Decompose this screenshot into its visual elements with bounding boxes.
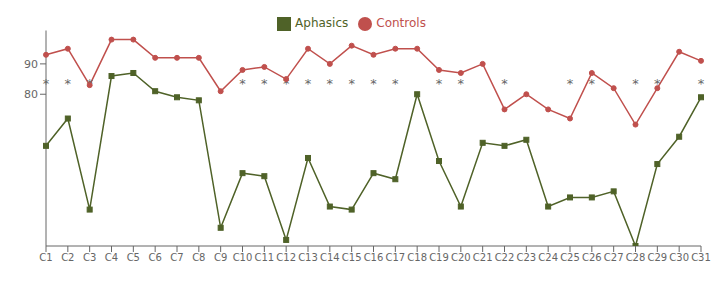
svg-text:*: *: [567, 76, 574, 91]
svg-text:C3: C3: [83, 252, 96, 263]
svg-text:C13: C13: [298, 252, 318, 263]
svg-text:C15: C15: [342, 252, 362, 263]
svg-text:*: *: [305, 76, 312, 91]
svg-text:C21: C21: [473, 252, 493, 263]
svg-text:C29: C29: [647, 252, 667, 263]
svg-text:*: *: [501, 76, 508, 91]
svg-text:C8: C8: [192, 252, 205, 263]
svg-text:*: *: [436, 76, 443, 91]
svg-text:C30: C30: [669, 252, 689, 263]
svg-text:*: *: [392, 76, 399, 91]
svg-text:80: 80: [24, 88, 38, 101]
svg-text:C7: C7: [170, 252, 183, 263]
svg-text:C5: C5: [127, 252, 140, 263]
svg-text:C24: C24: [538, 252, 558, 263]
svg-text:*: *: [632, 76, 639, 91]
svg-text:C23: C23: [516, 252, 536, 263]
svg-text:*: *: [458, 76, 465, 91]
svg-text:C11: C11: [254, 252, 274, 263]
svg-text:C4: C4: [105, 252, 118, 263]
svg-text:*: *: [370, 76, 377, 91]
svg-text:C1: C1: [39, 252, 52, 263]
svg-text:C2: C2: [61, 252, 74, 263]
svg-text:*: *: [65, 76, 72, 91]
svg-text:C9: C9: [214, 252, 227, 263]
svg-text:C26: C26: [582, 252, 602, 263]
svg-text:*: *: [86, 76, 93, 91]
svg-text:C12: C12: [276, 252, 296, 263]
html-text:Aphasics: Aphasics: [295, 16, 349, 30]
svg-text:C14: C14: [320, 252, 340, 263]
svg-text:C17: C17: [385, 252, 405, 263]
svg-text:90: 90: [24, 58, 38, 71]
svg-text:*: *: [43, 76, 50, 91]
svg-text:C20: C20: [451, 252, 471, 263]
html-text:Controls: Controls: [376, 16, 426, 30]
svg-text:*: *: [654, 76, 661, 91]
svg-text:C27: C27: [604, 252, 624, 263]
svg-text:*: *: [327, 76, 334, 91]
svg-text:*: *: [261, 76, 268, 91]
svg-text:C28: C28: [626, 252, 646, 263]
svg-text:C6: C6: [148, 252, 161, 263]
svg-text:C22: C22: [495, 252, 515, 263]
svg-text:C25: C25: [560, 252, 580, 263]
svg-text:*: *: [239, 76, 246, 91]
svg-text:C16: C16: [364, 252, 384, 263]
svg-text:C10: C10: [233, 252, 253, 263]
svg-text:*: *: [698, 76, 705, 91]
svg-text:C18: C18: [407, 252, 427, 263]
svg-text:C31: C31: [691, 252, 711, 263]
svg-text:*: *: [348, 76, 355, 91]
svg-text:C19: C19: [429, 252, 449, 263]
svg-text:*: *: [283, 76, 290, 91]
svg-text:*: *: [589, 76, 596, 91]
